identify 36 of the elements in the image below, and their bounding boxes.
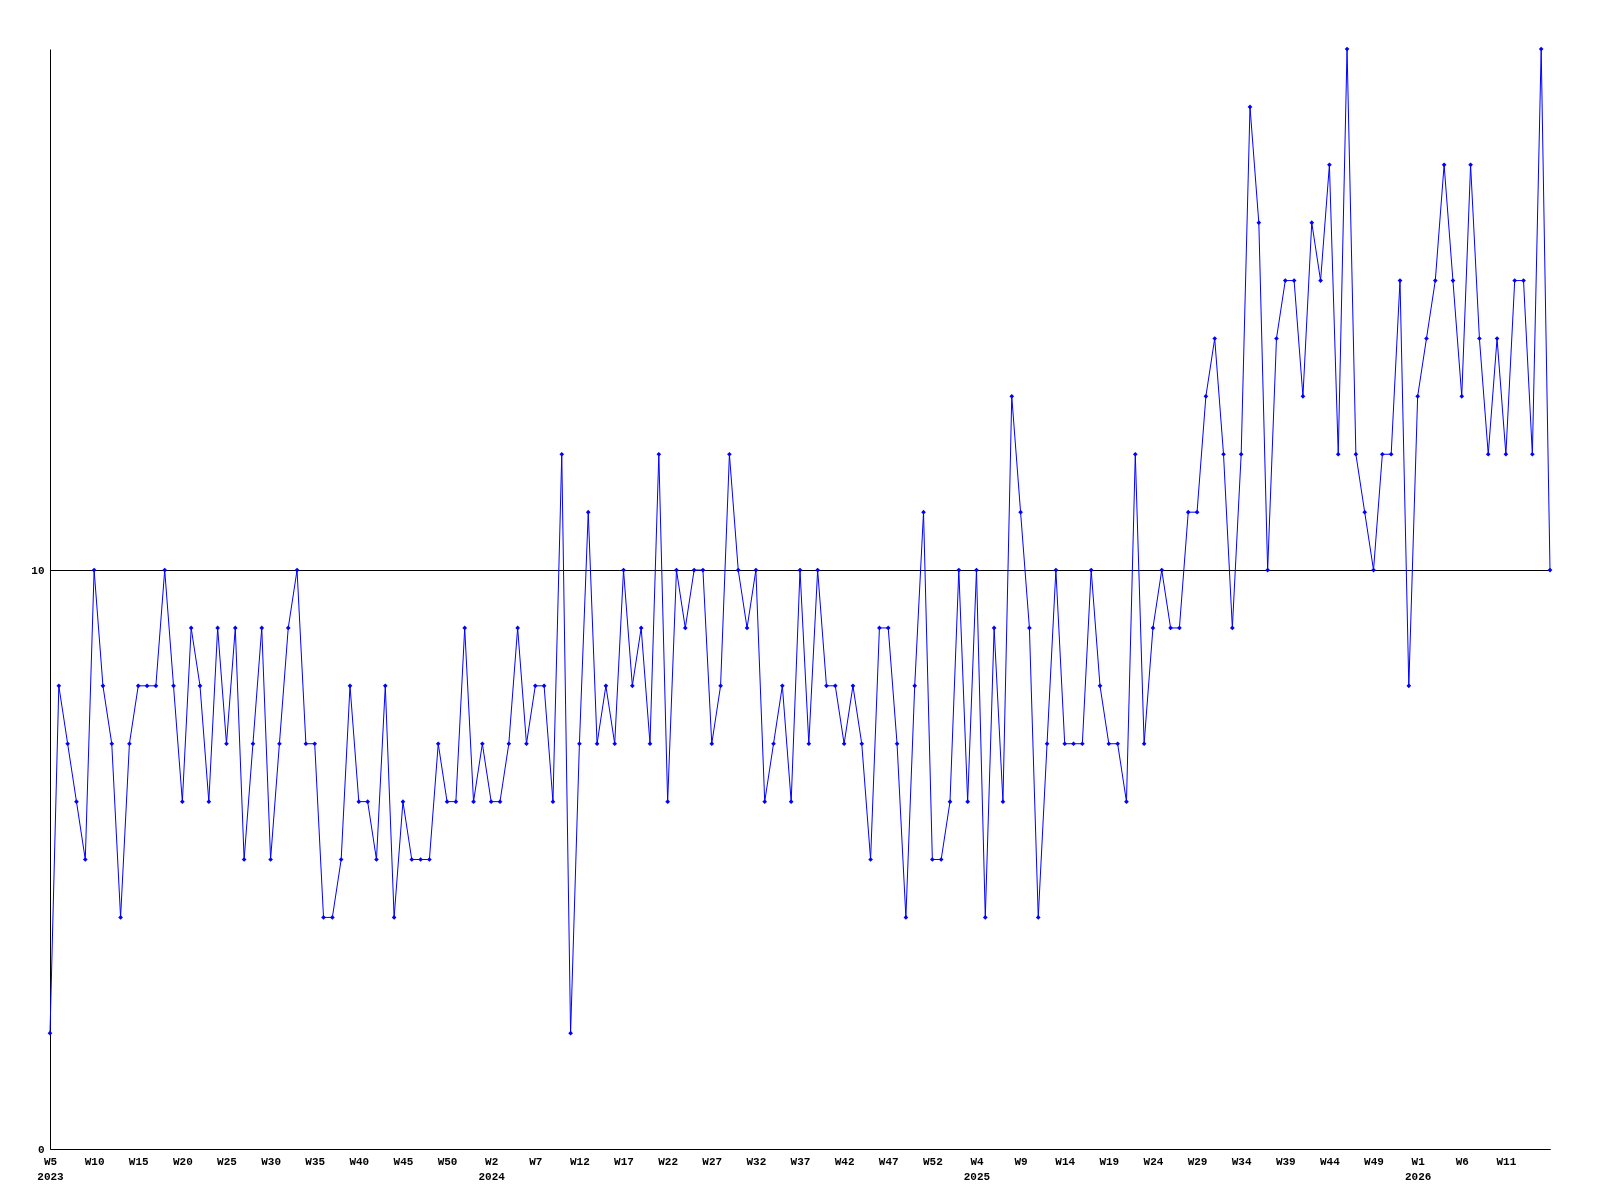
x-tick-label: W22 bbox=[658, 1155, 679, 1168]
x-tick-label: W47 bbox=[878, 1155, 899, 1168]
x-tick-label: W6 bbox=[1455, 1155, 1469, 1168]
x-tick-label: W1 2026 bbox=[1404, 1155, 1432, 1183]
x-tick-label: W25 bbox=[217, 1155, 238, 1168]
x-tick-label: W20 bbox=[172, 1155, 193, 1168]
x-tick-label: W19 bbox=[1099, 1155, 1120, 1168]
x-tick-label: W29 bbox=[1187, 1155, 1208, 1168]
x-tick-label: W45 bbox=[393, 1155, 414, 1168]
y-tick-label: 0 bbox=[37, 1143, 45, 1156]
x-tick-label: W27 bbox=[702, 1155, 723, 1168]
x-tick-label: W42 bbox=[834, 1155, 855, 1168]
x-tick-label: W5 2023 bbox=[37, 1155, 65, 1183]
x-tick-label: W2 2024 bbox=[478, 1155, 506, 1183]
x-tick-label: W17 bbox=[614, 1155, 634, 1168]
x-tick-label: W49 bbox=[1364, 1155, 1384, 1168]
x-tick-label: W11 bbox=[1496, 1155, 1517, 1168]
x-tick-label: W9 bbox=[1014, 1155, 1028, 1168]
x-tick-label: W52 bbox=[922, 1155, 943, 1168]
x-tick-label: W30 bbox=[261, 1155, 281, 1168]
x-tick-label: W14 bbox=[1055, 1155, 1076, 1168]
x-tick-label: W50 bbox=[437, 1155, 458, 1168]
x-tick-label: W39 bbox=[1275, 1155, 1296, 1168]
y-tick-label: 10 bbox=[31, 564, 45, 577]
x-tick-label: W24 bbox=[1143, 1155, 1164, 1168]
x-tick-label: W32 bbox=[746, 1155, 767, 1168]
x-tick-label: W35 bbox=[305, 1155, 326, 1168]
x-tick-label: W12 bbox=[570, 1155, 590, 1168]
x-tick-label: W15 bbox=[128, 1155, 150, 1168]
x-tick-label: W4 2025 bbox=[963, 1155, 991, 1183]
x-tick-label: W7 bbox=[529, 1155, 543, 1168]
x-tick-label: W37 bbox=[790, 1155, 811, 1168]
x-tick-label: W34 bbox=[1231, 1155, 1252, 1168]
x-tick-label: W44 bbox=[1320, 1155, 1341, 1168]
x-tick-label: W40 bbox=[349, 1155, 370, 1168]
x-tick-label: W10 bbox=[84, 1155, 105, 1168]
